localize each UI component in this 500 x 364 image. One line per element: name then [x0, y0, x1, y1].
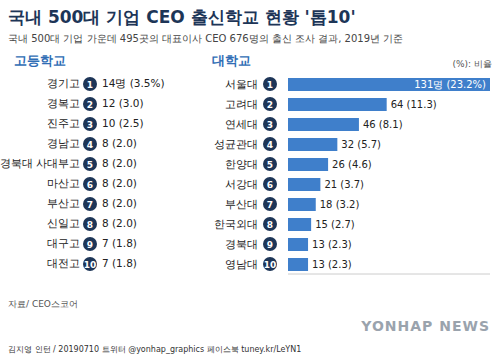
svg-text:46 (8.1): 46 (8.1) — [363, 119, 403, 130]
svg-text:성균관대: 성균관대 — [214, 138, 258, 151]
html-text:12 (3.0): 12 (3.0) — [102, 97, 144, 109]
html-text:경남고: 경남고 — [47, 137, 80, 149]
svg-text:3: 3 — [87, 120, 93, 130]
html-text:마산고: 마산고 — [47, 177, 80, 189]
html-text:7 (1.8): 7 (1.8) — [102, 257, 137, 269]
svg-text:18 (3.2): 18 (3.2) — [320, 199, 360, 210]
svg-text:영남대: 영남대 — [225, 258, 258, 271]
svg-text:경북대: 경북대 — [225, 238, 258, 251]
svg-text:서강대: 서강대 — [225, 178, 258, 191]
svg-text:9: 9 — [87, 240, 93, 250]
svg-text:6: 6 — [87, 180, 93, 190]
svg-text:1: 1 — [267, 80, 273, 90]
html-text:자료/ CEO스코어: 자료/ CEO스코어 — [8, 299, 78, 309]
svg-text:3: 3 — [267, 120, 273, 130]
svg-text:고려대: 고려대 — [225, 98, 258, 111]
svg-text:연세대: 연세대 — [225, 118, 258, 131]
svg-text:4: 4 — [87, 140, 93, 150]
svg-text:1: 1 — [87, 80, 93, 90]
html-text:경복고: 경복고 — [47, 97, 80, 109]
html-text:10 (2.5): 10 (2.5) — [102, 117, 144, 129]
html-text:국내 500대 기업 가운데 495곳의 대표이사 CEO: 국내 500대 기업 가운데 495곳의 대표이사 CEO 676명의 출신 조… — [8, 33, 404, 44]
svg-text:7: 7 — [267, 200, 273, 210]
html-text:신일고: 신일고 — [47, 217, 80, 229]
html-text:고등학교: 고등학교 — [14, 53, 66, 68]
svg-text:64 (11.3): 64 (11.3) — [391, 99, 437, 110]
svg-text:15 (2.7): 15 (2.7) — [315, 219, 355, 230]
svg-text:10: 10 — [264, 260, 277, 270]
html-text:8 (2.0): 8 (2.0) — [102, 217, 137, 229]
svg-text:2: 2 — [267, 100, 273, 110]
svg-text:13 (2.3): 13 (2.3) — [312, 259, 352, 270]
svg-text:부산대: 부산대 — [225, 198, 258, 211]
svg-text:131명 (23.2%): 131명 (23.2%) — [414, 79, 486, 90]
html-text:국내 500대 기업 CEO 출신학교 현황 '톱10': 국내 500대 기업 CEO 출신학교 현황 '톱10' — [8, 7, 356, 27]
html-text:대학교: 대학교 — [212, 53, 251, 68]
html-text:8 (2.0): 8 (2.0) — [102, 137, 137, 149]
svg-text:5: 5 — [267, 160, 273, 170]
svg-text:4: 4 — [267, 140, 273, 150]
html-text:경북대 사대부고: 경북대 사대부고 — [0, 157, 80, 169]
svg-text:한양대: 한양대 — [225, 158, 258, 171]
html-text:진주고: 진주고 — [47, 117, 80, 129]
html-text:(%): 비율: (%): 비율 — [452, 59, 492, 69]
svg-text:21 (3.7): 21 (3.7) — [324, 179, 364, 190]
svg-text:6: 6 — [267, 180, 273, 190]
html-text:7 (1.8): 7 (1.8) — [102, 237, 137, 249]
html-text:8 (2.0): 8 (2.0) — [102, 197, 137, 209]
svg-text:2: 2 — [87, 100, 93, 110]
svg-text:13 (2.3): 13 (2.3) — [312, 239, 352, 250]
html-text:김지영 인턴 / 20190710 트위터 @yonhap_: 김지영 인턴 / 20190710 트위터 @yonhap_graphics 페… — [8, 345, 302, 354]
html-text:경기고: 경기고 — [47, 77, 80, 89]
svg-text:10: 10 — [84, 260, 97, 270]
svg-text:서울대: 서울대 — [225, 78, 258, 91]
html-text:YONHAP NEWS: YONHAP NEWS — [361, 318, 490, 334]
html-text:대구고: 대구고 — [47, 237, 80, 249]
svg-text:32 (5.7): 32 (5.7) — [341, 139, 381, 150]
svg-text:한국외대: 한국외대 — [214, 218, 258, 231]
svg-text:26 (4.6): 26 (4.6) — [332, 159, 372, 170]
html-text:14명 (3.5%): 14명 (3.5%) — [102, 77, 165, 89]
html-text:8 (2.0): 8 (2.0) — [102, 177, 137, 189]
svg-text:8: 8 — [87, 220, 93, 230]
html-text:8 (2.0): 8 (2.0) — [102, 157, 137, 169]
html-text:부산고: 부산고 — [47, 197, 80, 209]
svg-text:7: 7 — [87, 200, 93, 210]
svg-text:5: 5 — [87, 160, 93, 170]
svg-text:9: 9 — [267, 240, 273, 250]
html-text:대전고: 대전고 — [47, 257, 80, 269]
svg-text:8: 8 — [267, 220, 273, 230]
